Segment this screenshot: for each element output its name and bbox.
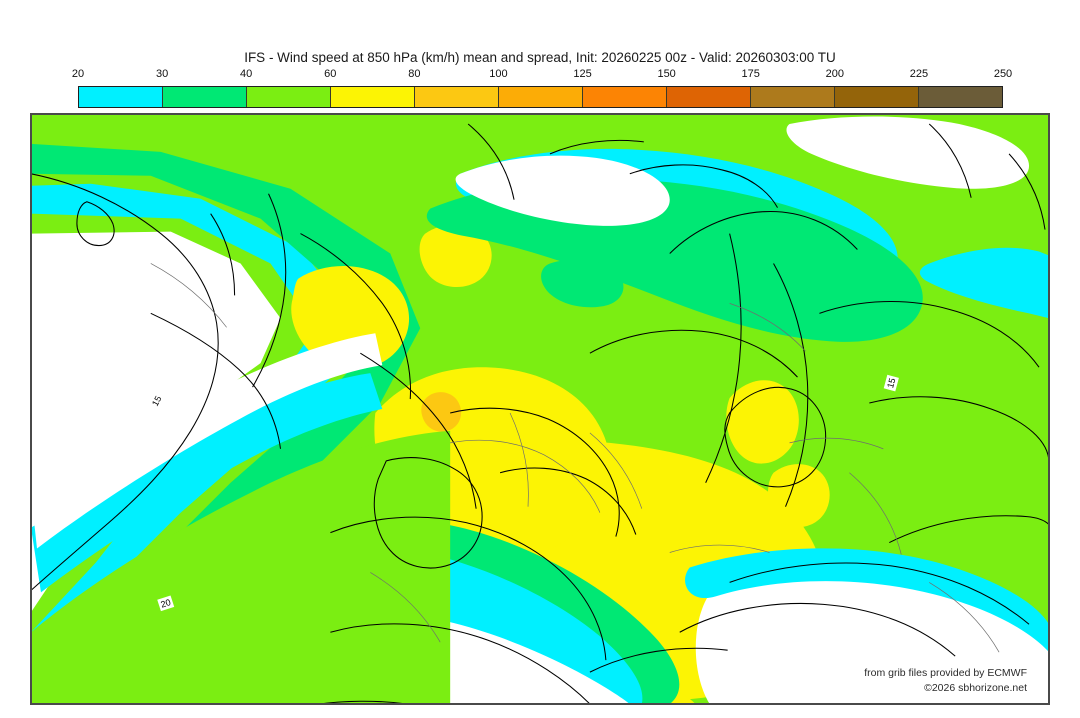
colorbar-swatch-brown: [835, 87, 919, 107]
contour-label-15b: 15: [885, 377, 897, 389]
colorbar-swatch-orange: [583, 87, 667, 107]
contour-labels: 15 20 15: [148, 374, 899, 612]
colorbar-swatch-brown-light: [751, 87, 835, 107]
colorbar-tick-30: 30: [155, 68, 169, 80]
band-yellow-norway: [726, 380, 799, 464]
band-cyan-nw: [31, 183, 351, 673]
country-borders: [150, 263, 1000, 653]
colorbar-tick-175: 175: [741, 68, 760, 80]
map-border: [31, 114, 1049, 704]
colorbar-tick-150: 150: [657, 68, 676, 80]
page-title: IFS - Wind speed at 850 hPa (km/h) mean …: [244, 50, 836, 65]
colorbar-tick-200: 200: [825, 68, 844, 80]
band-yellow-scand: [291, 266, 410, 370]
colorbar-swatch-light-green: [247, 87, 331, 107]
band-yellow-nbalt: [419, 224, 492, 287]
band-white-sw: [31, 333, 383, 549]
colorbar-tick-80: 80: [408, 68, 421, 80]
colorbar-swatch-olive-grey: [919, 87, 1002, 107]
colorbar-swatch-cyan: [79, 87, 163, 107]
colorbar-swatch-orange-light: [499, 87, 583, 107]
band-cyan-sw: [31, 373, 383, 593]
band-white-nw2: [455, 155, 670, 226]
colorbar-tick-60: 60: [324, 68, 337, 80]
band-yellow-sweden: [768, 464, 830, 528]
map-panel: 15 20 15 from grib files provided by ECM…: [30, 113, 1050, 705]
coastlines: [31, 123, 1049, 704]
colorbar: [78, 86, 1003, 108]
colorbar-tick-225: 225: [909, 68, 929, 80]
colorbar-swatch-amber: [415, 87, 499, 107]
band-cyan-east: [919, 247, 1049, 319]
contour-label-20: 20: [159, 597, 172, 610]
contour-label-15a: 15: [150, 394, 164, 408]
weather-map-svg: 15 20 15: [31, 114, 1049, 704]
colorbar-swatch-yellow: [331, 87, 415, 107]
colorbar-tick-20: 20: [71, 68, 85, 80]
band-amber-core: [421, 392, 462, 432]
colorbar-tick-125: 125: [573, 68, 592, 80]
colorbar-tick-250: 250: [993, 68, 1013, 80]
colorbar-swatches: [78, 86, 1003, 108]
band-white-arc2: [786, 116, 1030, 189]
band-cyan-se-fringe: [685, 548, 1049, 653]
band-green-tick1: [541, 259, 624, 308]
colorbar-tick-100: 100: [489, 68, 508, 80]
shaded-field: [31, 114, 1049, 704]
colorbar-swatch-green: [163, 87, 247, 107]
colorbar-swatch-dark-orange: [667, 87, 751, 107]
colorbar-tick-40: 40: [240, 68, 253, 80]
colorbar-tick-labels: 20 30 40 60 80 100 125 150 175 200 225 250: [72, 68, 1012, 84]
band-green-sw: [31, 430, 451, 704]
